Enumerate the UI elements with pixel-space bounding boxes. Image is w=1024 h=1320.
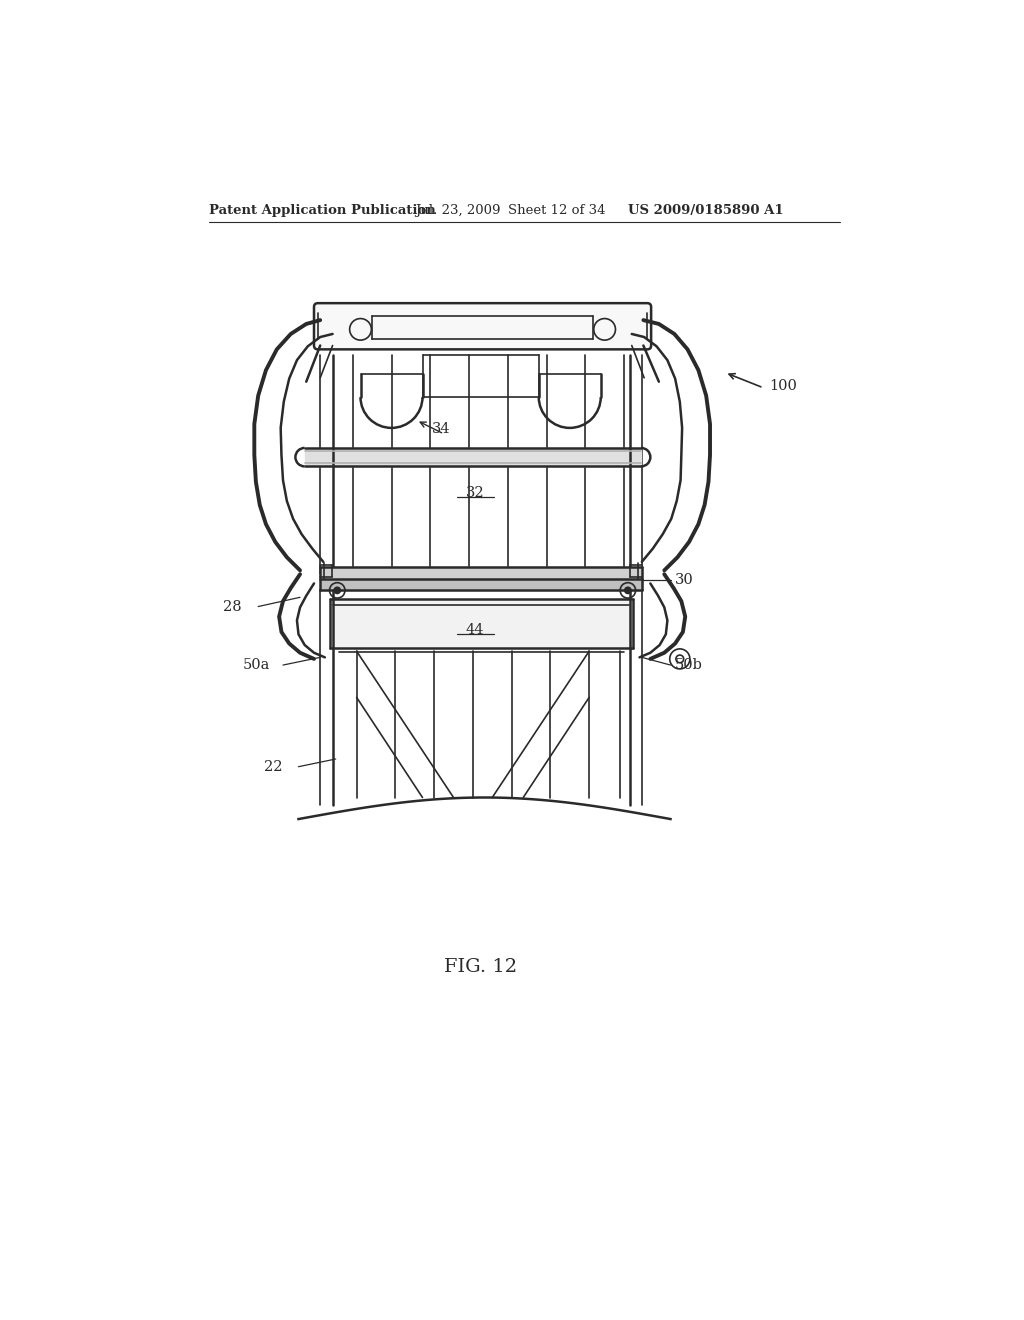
Text: 22: 22 [263,760,283,774]
Circle shape [625,587,631,594]
Text: 50b: 50b [675,659,703,672]
Text: 34: 34 [432,422,451,437]
Text: Patent Application Publication: Patent Application Publication [209,205,436,218]
Text: 32: 32 [466,486,484,500]
Text: 50a: 50a [243,659,270,672]
Text: 28: 28 [222,599,242,614]
Text: Jul. 23, 2009: Jul. 23, 2009 [415,205,501,218]
FancyBboxPatch shape [314,304,651,350]
Text: 100: 100 [770,379,798,392]
Circle shape [334,587,340,594]
Text: FIG. 12: FIG. 12 [444,958,517,975]
Text: 30: 30 [675,573,694,587]
Text: 44: 44 [466,623,484,638]
Text: Sheet 12 of 34: Sheet 12 of 34 [508,205,605,218]
Text: US 2009/0185890 A1: US 2009/0185890 A1 [628,205,783,218]
